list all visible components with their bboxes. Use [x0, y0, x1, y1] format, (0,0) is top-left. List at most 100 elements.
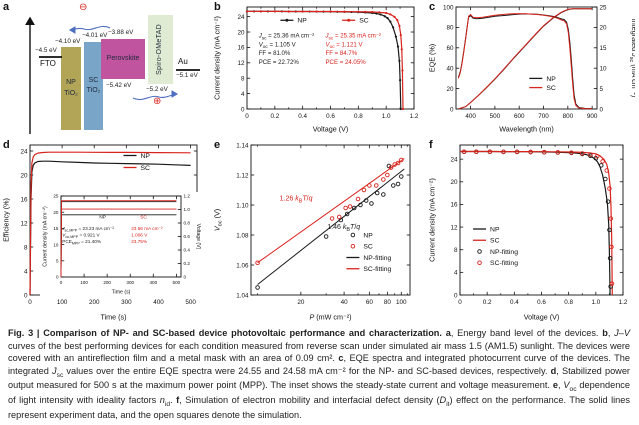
svg-text:0.6: 0.6 — [184, 234, 191, 239]
svg-text:NP-fitting: NP-fitting — [363, 255, 391, 262]
svg-text:Jsc = 25.36 mA cm⁻²: Jsc = 25.36 mA cm⁻² — [258, 33, 315, 42]
svg-text:16: 16 — [450, 202, 458, 209]
caption-segment: . — [170, 395, 177, 406]
caption-segment: e — [552, 380, 558, 391]
chart-area: 0 0.2 0.4 0.6 0.8 1.0 1.2 0 4 8 12 16 20 24 Voltage (V… — [428, 144, 628, 322]
svg-text:10: 10 — [53, 242, 59, 247]
caption-segment: , Energy band level of the devices. — [450, 328, 603, 338]
inset-chart: 0 100 200 300 400 500051015202500.20.40.60.81… — [40, 192, 201, 296]
svg-text:P (mW cm⁻²): P (mW cm⁻²) — [309, 313, 351, 322]
legend-entry-np: NP — [123, 153, 150, 160]
svg-text:FF = 84.7%: FF = 84.7% — [325, 50, 357, 57]
svg-text:SC: SC — [363, 244, 373, 251]
svg-text:80: 80 — [446, 25, 454, 32]
sc-energy-level: −4.01 eV — [82, 32, 108, 39]
perovskite-cb-level: −3.88 eV — [108, 29, 134, 36]
caption-segment: , — [607, 328, 615, 338]
svg-text:SC-fitting: SC-fitting — [363, 266, 391, 273]
svg-text:600: 600 — [514, 113, 525, 120]
svg-text:8: 8 — [24, 244, 28, 251]
legend-entry-np: NP — [280, 18, 307, 25]
svg-text:Current density (mA cm⁻²): Current density (mA cm⁻²) — [213, 16, 222, 100]
svg-text:100: 100 — [57, 299, 68, 306]
panel-d-stabilized-output: d 0 100 200 300 400 500 0 4 8 12 16 20 24 Time (s) Eff… — [0, 138, 211, 324]
svg-text:60: 60 — [446, 45, 454, 52]
caption-segment: V — [563, 380, 570, 391]
panel-label-e: e — [214, 139, 221, 151]
spiro-ometad-band: Spiro-OMeTAD — [148, 15, 173, 84]
svg-text:900: 900 — [587, 113, 598, 120]
svg-text:500: 500 — [490, 113, 501, 120]
svg-text:SC: SC — [490, 238, 500, 245]
svg-text:12: 12 — [237, 60, 245, 67]
svg-text:0.6: 0.6 — [326, 113, 335, 120]
svg-text:0.6: 0.6 — [537, 299, 546, 306]
svg-text:Jsc,MPP = 23.23 mA cm⁻²: Jsc,MPP = 23.23 mA cm⁻² — [61, 226, 114, 232]
svg-text:500: 500 — [173, 280, 181, 285]
svg-text:4: 4 — [24, 268, 28, 275]
svg-text:NP: NP — [546, 76, 556, 83]
np-tio2-band: NP TiO₂ — [61, 47, 81, 130]
panel-label-c: c — [429, 1, 436, 13]
svg-text:24: 24 — [450, 156, 458, 163]
panel-label-d: d — [3, 139, 10, 151]
svg-text:24: 24 — [237, 14, 245, 21]
perovskite-band: Perovskite — [101, 39, 145, 79]
svg-text:1.08: 1.08 — [236, 232, 249, 239]
svg-text:1.06: 1.06 — [236, 262, 249, 269]
svg-text:Voc = 1.105 V: Voc = 1.105 V — [259, 41, 297, 50]
caption-segment: J — [614, 328, 619, 338]
au-label: Au — [178, 57, 188, 66]
svg-text:NP-fitting: NP-fitting — [490, 249, 518, 256]
svg-text:0.2: 0.2 — [270, 113, 279, 120]
svg-text:4: 4 — [241, 91, 245, 98]
caption-segment: , Stabilized power output measured for 5… — [8, 365, 630, 391]
panel-a-band-diagram: a NP TiO₂ SC TiO₂ Perovskite Spiro-OMeTA… — [0, 0, 211, 138]
svg-text:1.0: 1.0 — [382, 113, 391, 120]
caption-segment: , EQE spectra and integrated photocurren… — [8, 353, 630, 376]
legend-entry-sc: SC — [342, 18, 369, 25]
electron-symbol: ⊖ — [79, 2, 88, 13]
series-sc-fitting — [257, 158, 405, 264]
svg-text:700: 700 — [538, 113, 549, 120]
panel-e-voc-light-intensity: e 20 40 60 80 100 1.04 1.06 1.08 1.10 1.12 1.14 P (… — [211, 138, 426, 324]
panel-label-a: a — [3, 1, 10, 13]
svg-text:200: 200 — [89, 299, 100, 306]
caption-segment: dependence of light intensity with ideal… — [8, 380, 631, 406]
chart-c-eqe: 400 500 600 700 800 9000204060801000510152025… — [428, 4, 639, 133]
svg-text:0: 0 — [241, 106, 245, 113]
caption-segment: c — [338, 353, 344, 364]
np-band-label: NP — [66, 79, 76, 86]
np-band-material: TiO₂ — [64, 89, 78, 97]
perovskite-vb-level: −5.42 eV — [106, 82, 132, 89]
svg-text:0.8: 0.8 — [564, 299, 573, 306]
fto-energy-level: −4.5 eV — [35, 47, 57, 54]
caption-segment: ) effect on the performance. The solid l… — [8, 395, 630, 421]
svg-text:PCE = 24.05%: PCE = 24.05% — [325, 59, 366, 66]
series-sc-integrated-jsc — [458, 8, 593, 110]
svg-text:0: 0 — [600, 106, 604, 113]
svg-text:20: 20 — [297, 299, 305, 306]
svg-text:100: 100 — [443, 4, 454, 11]
panel-label-b: b — [214, 1, 221, 13]
caption-segment: n — [159, 395, 165, 406]
svg-text:SC: SC — [140, 215, 147, 220]
caption-segment: – — [618, 328, 624, 338]
svg-text:24: 24 — [20, 148, 28, 155]
svg-text:FF = 81.0%: FF = 81.0% — [259, 50, 291, 57]
figure-caption: Fig. 3 | Comparison of NP- and SC-based … — [8, 327, 630, 422]
chart-area: 0 100 200 300 400 500051015202500.20.40.60.81… — [43, 194, 201, 296]
svg-text:NP: NP — [99, 215, 106, 220]
svg-text:0: 0 — [184, 275, 187, 280]
legend-entry-sc: SC — [529, 85, 556, 92]
sc-band-material: TiO₂ — [86, 87, 101, 94]
svg-text:5: 5 — [56, 258, 59, 263]
panel-c-eqe: c 400 500 600 700 800 900 0 20 40 60 80 100 0 5 10 15 20… — [426, 0, 639, 138]
caption-segment: J — [52, 365, 57, 376]
svg-text:Efficiency (%): Efficiency (%) — [2, 198, 11, 242]
svg-text:60: 60 — [366, 299, 374, 306]
legend-entry-sc: SC — [123, 165, 150, 172]
caption-segment: , Simulation of electron mobility and in… — [179, 395, 440, 406]
